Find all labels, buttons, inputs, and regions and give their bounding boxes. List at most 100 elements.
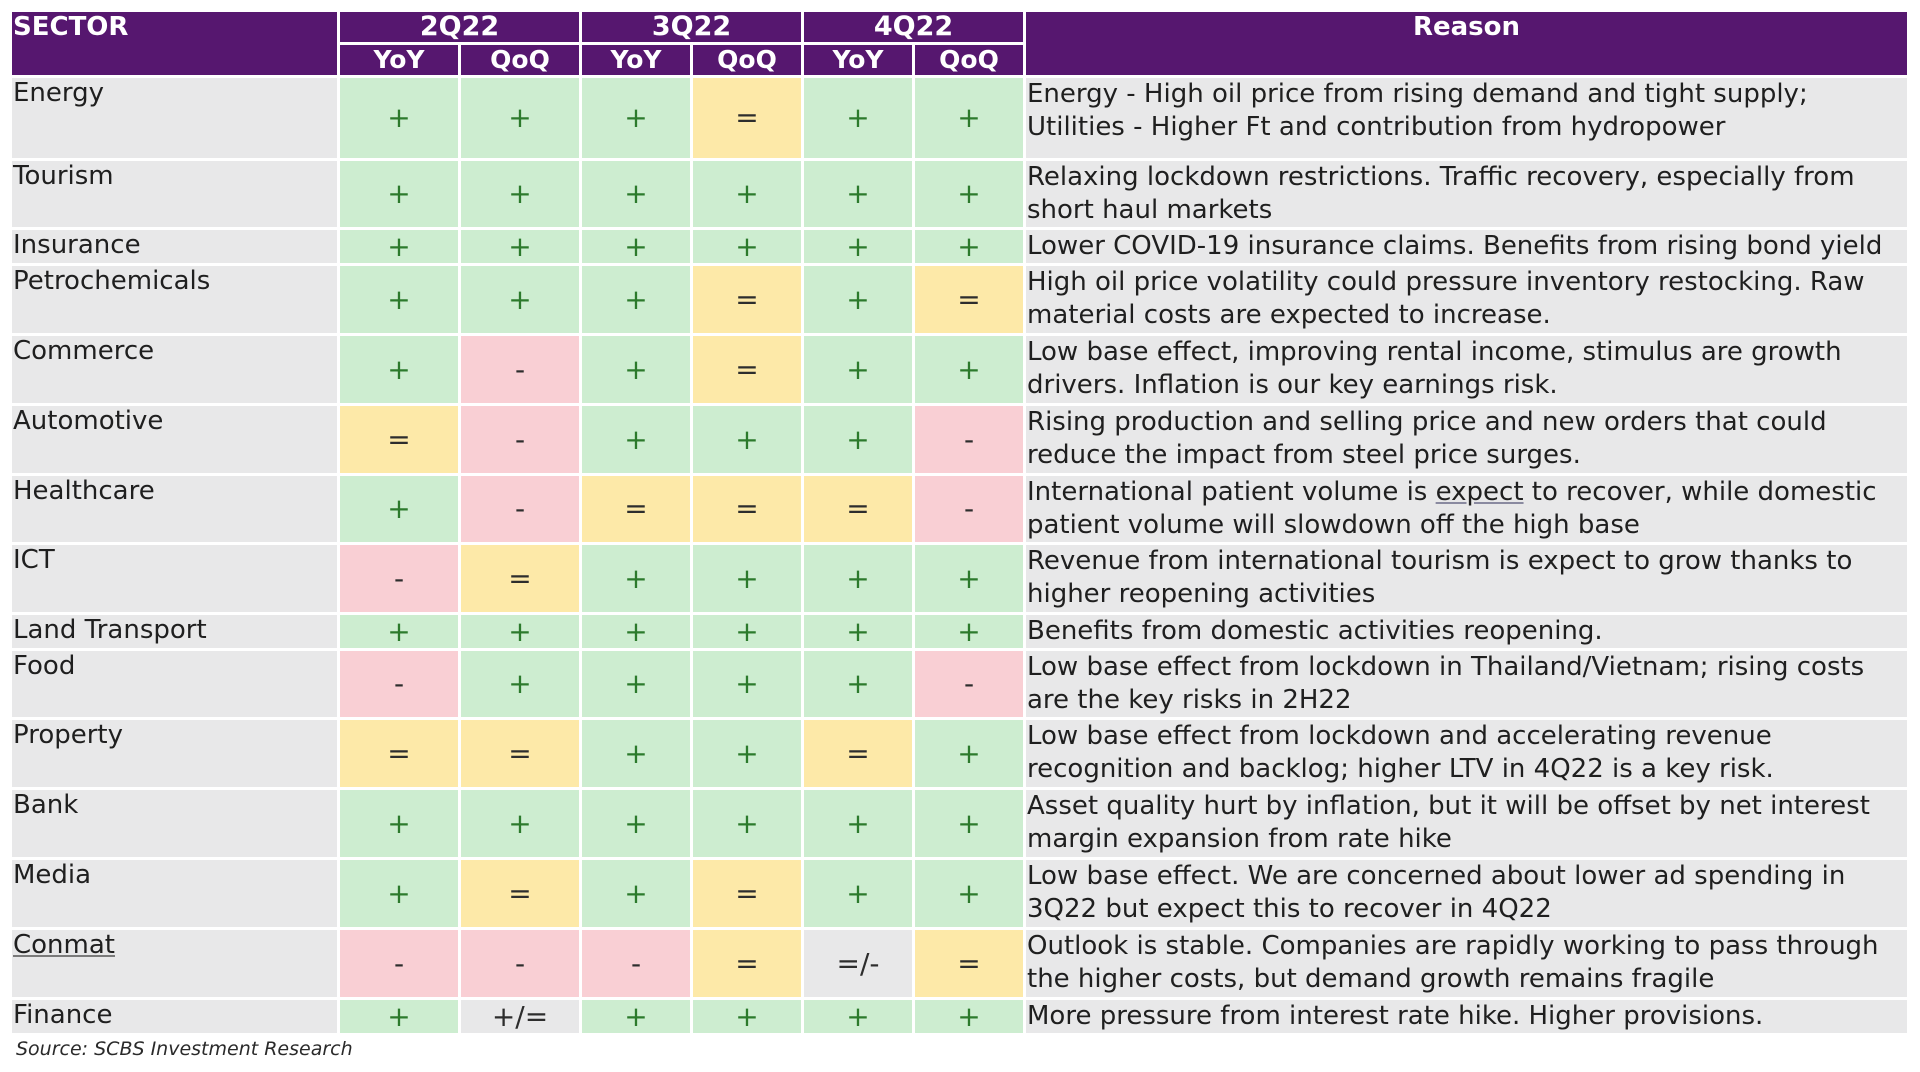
table-row: Tourism + + + + + + Relaxing lockdown restricti…: [12, 161, 1907, 227]
outlook-cell-3q22-yoy: +: [582, 78, 690, 158]
sector-outlook-table-container: SECTOR 2Q22 3Q22 4Q22 Reason YoY QoQ YoY…: [12, 12, 1910, 1036]
reason-text: Revenue from international tourism is ex…: [1026, 545, 1907, 612]
outlook-cell-4q22-qoq: +: [915, 336, 1023, 403]
outlook-cell-4q22-yoy: +: [804, 860, 912, 927]
sector-label: Petrochemicals: [13, 266, 211, 296]
table-body: Energy + + + = + + Energy - High oil price from…: [12, 78, 1907, 1033]
outlook-cell-3q22-yoy: +: [582, 615, 690, 648]
sector-name: Tourism: [12, 161, 337, 227]
header-row-quarters: SECTOR 2Q22 3Q22 4Q22 Reason: [12, 12, 1907, 75]
reason-column-header: Reason: [1026, 12, 1907, 75]
outlook-cell-4q22-yoy: +: [804, 230, 912, 263]
reason-text: Rising production and selling price and …: [1026, 406, 1907, 473]
table-row: Insurance + + + + + + Lower COVID-19 insurance …: [12, 230, 1907, 263]
sector-name: Insurance: [12, 230, 337, 263]
subheader-4q22-yoy: YoY: [804, 45, 912, 75]
outlook-cell-3q22-qoq: +: [693, 720, 801, 787]
outlook-cell-2q22-qoq: +: [461, 615, 579, 648]
reason-text: Low base effect from lockdown in Thailan…: [1026, 651, 1907, 717]
outlook-cell-3q22-yoy: +: [582, 651, 690, 717]
sector-label: Land Transport: [13, 615, 207, 645]
table-row: Conmat - - - = =/- = Outlook is stable. Compani…: [12, 930, 1907, 997]
outlook-cell-3q22-qoq: =: [693, 476, 801, 542]
outlook-cell-4q22-yoy: +: [804, 651, 912, 717]
outlook-cell-3q22-qoq: =: [693, 930, 801, 997]
underlined-word: expect: [1435, 477, 1524, 507]
reason-text: International patient volume is expect t…: [1026, 476, 1907, 542]
quarter-header-3q22: 3Q22: [582, 12, 801, 42]
table-row: Healthcare + - = = = - International patient vo…: [12, 476, 1907, 542]
sector-label: ICT: [13, 545, 55, 575]
subheader-3q22-yoy: YoY: [582, 45, 690, 75]
outlook-cell-4q22-qoq: +: [915, 230, 1023, 263]
outlook-cell-2q22-yoy: +: [340, 615, 458, 648]
sector-name: Media: [12, 860, 337, 927]
subheader-3q22-qoq: QoQ: [693, 45, 801, 75]
table-row: Energy + + + = + + Energy - High oil price from…: [12, 78, 1907, 158]
outlook-cell-2q22-yoy: +: [340, 1000, 458, 1033]
table-row: Property = = + + = + Low base effect from lockd…: [12, 720, 1907, 787]
sector-label: Commerce: [13, 336, 155, 366]
outlook-cell-3q22-qoq: +: [693, 790, 801, 857]
reason-text: Outlook is stable. Companies are rapidly…: [1026, 930, 1907, 997]
reason-text: Benefits from domestic activities reopen…: [1026, 615, 1907, 648]
outlook-cell-4q22-yoy: +: [804, 266, 912, 333]
quarter-header-2q22: 2Q22: [340, 12, 579, 42]
sector-label: Food: [13, 651, 76, 681]
sector-name: Healthcare: [12, 476, 337, 542]
reason-text: Low base effect from lockdown and accele…: [1026, 720, 1907, 787]
outlook-cell-3q22-yoy: +: [582, 720, 690, 787]
outlook-cell-4q22-yoy: +: [804, 1000, 912, 1033]
outlook-cell-2q22-yoy: +: [340, 790, 458, 857]
outlook-cell-2q22-qoq: =: [461, 720, 579, 787]
outlook-cell-2q22-qoq: +: [461, 651, 579, 717]
outlook-cell-2q22-yoy: +: [340, 78, 458, 158]
outlook-cell-2q22-yoy: +: [340, 266, 458, 333]
sector-name: Commerce: [12, 336, 337, 403]
outlook-cell-3q22-yoy: +: [582, 406, 690, 473]
outlook-cell-2q22-yoy: +: [340, 860, 458, 927]
outlook-cell-2q22-qoq: -: [461, 476, 579, 542]
outlook-cell-2q22-qoq: +: [461, 266, 579, 333]
table-row: Bank + + + + + + Asset quality hurt by inflatio…: [12, 790, 1907, 857]
outlook-cell-2q22-yoy: -: [340, 930, 458, 997]
outlook-cell-3q22-qoq: +: [693, 615, 801, 648]
table-row: Media + = + = + + Low base effect. We are conce…: [12, 860, 1907, 927]
outlook-cell-4q22-yoy: =/-: [804, 930, 912, 997]
reason-fragment: to recover, while domestic patient volum…: [1027, 477, 1877, 540]
outlook-cell-3q22-yoy: +: [582, 545, 690, 612]
outlook-cell-2q22-qoq: =: [461, 860, 579, 927]
sector-label: Insurance: [13, 230, 141, 260]
outlook-cell-2q22-qoq: +: [461, 78, 579, 158]
sector-name: Conmat: [12, 930, 337, 997]
outlook-cell-4q22-yoy: +: [804, 615, 912, 648]
outlook-cell-4q22-yoy: =: [804, 476, 912, 542]
outlook-cell-4q22-qoq: =: [915, 930, 1023, 997]
outlook-cell-3q22-qoq: +: [693, 545, 801, 612]
sector-label: Property: [13, 720, 124, 750]
outlook-cell-4q22-qoq: +: [915, 545, 1023, 612]
sector-name: Bank: [12, 790, 337, 857]
sector-label: Media: [13, 860, 92, 890]
quarter-header-4q22: 4Q22: [804, 12, 1023, 42]
outlook-cell-3q22-qoq: +: [693, 406, 801, 473]
sector-label: Automotive: [13, 406, 164, 436]
outlook-cell-3q22-yoy: +: [582, 790, 690, 857]
sector-label: Conmat: [13, 930, 115, 960]
outlook-cell-2q22-yoy: -: [340, 651, 458, 717]
outlook-cell-2q22-yoy: -: [340, 545, 458, 612]
outlook-cell-3q22-qoq: =: [693, 336, 801, 403]
outlook-cell-4q22-qoq: +: [915, 1000, 1023, 1033]
reason-text: Low base effect. We are concerned about …: [1026, 860, 1907, 927]
outlook-cell-4q22-qoq: +: [915, 860, 1023, 927]
table-row: ICT - = + + + + Revenue from international tour…: [12, 545, 1907, 612]
outlook-cell-4q22-yoy: +: [804, 790, 912, 857]
table-row: Automotive = - + + + - Rising production and se…: [12, 406, 1907, 473]
outlook-cell-2q22-qoq: +/=: [461, 1000, 579, 1033]
outlook-cell-3q22-qoq: =: [693, 78, 801, 158]
outlook-cell-2q22-qoq: +: [461, 230, 579, 263]
outlook-cell-4q22-qoq: +: [915, 78, 1023, 158]
subheader-4q22-qoq: QoQ: [915, 45, 1023, 75]
table-row: Petrochemicals + + + = + = High oil price volat…: [12, 266, 1907, 333]
sector-name: Food: [12, 651, 337, 717]
